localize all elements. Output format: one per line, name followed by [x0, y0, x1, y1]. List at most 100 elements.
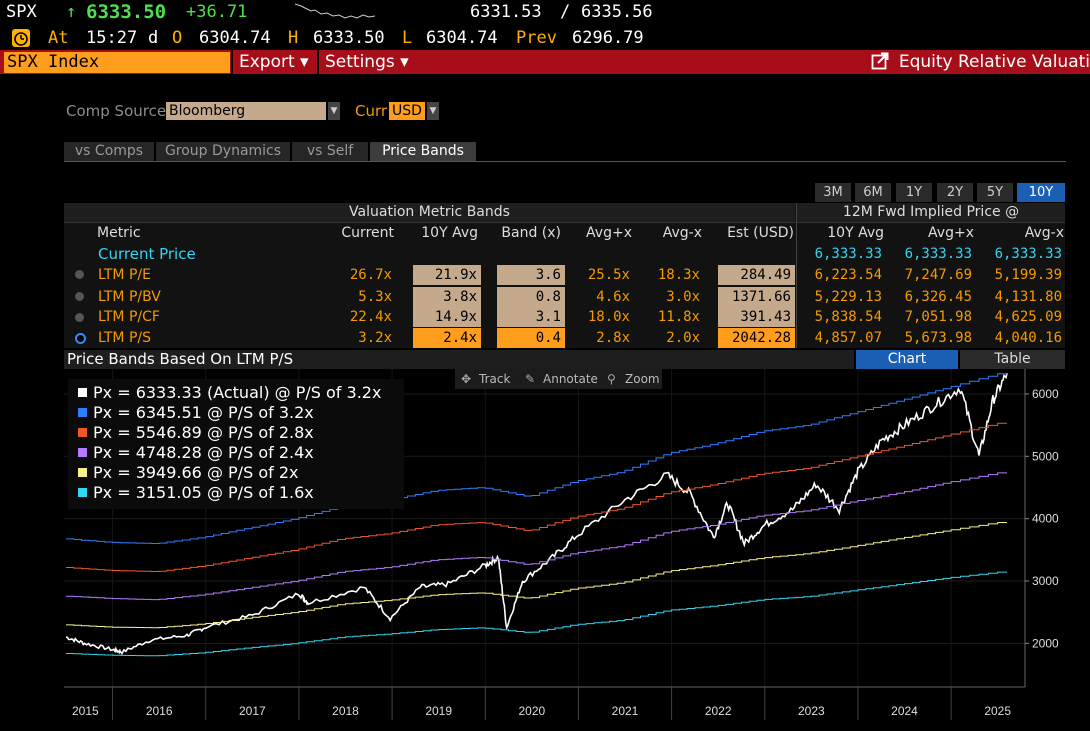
band-input[interactable]: 0.4	[497, 328, 565, 348]
metric-label[interactable]: LTM P/BV	[98, 289, 161, 305]
symbol: SPX	[6, 2, 37, 22]
valuation-bands-header: Valuation Metric Bands	[64, 203, 795, 222]
chart-series	[65, 373, 1008, 657]
legend-item-2-8x[interactable]: Px = 5546.89 @ P/S of 2.8x	[78, 423, 314, 443]
legend-item-3-2x[interactable]: Px = 6345.51 @ P/S of 3.2x	[78, 403, 314, 423]
tab-vs-self[interactable]: vs Self	[292, 142, 368, 161]
tab-group-dynamics[interactable]: Group Dynamics	[156, 142, 290, 161]
track-button[interactable]: Track	[479, 372, 511, 386]
row-radio[interactable]	[75, 292, 84, 301]
chart-view-button[interactable]: Chart	[856, 350, 958, 369]
security-input[interactable]: SPX Index	[4, 52, 230, 73]
legend-item-actual[interactable]: Px = 6333.33 (Actual) @ P/S of 3.2x	[78, 383, 381, 403]
avg-input[interactable]: 2.4x	[413, 328, 481, 348]
pencil-icon[interactable]: ✎	[525, 372, 536, 386]
avg-plus-value: 25.5x	[587, 267, 630, 283]
current-value: 26.7x	[349, 267, 392, 283]
tab-price-bands[interactable]: Price Bands	[370, 142, 476, 161]
export-menu[interactable]: Export ▾	[231, 50, 317, 74]
y-tick-label: 5000	[1032, 449, 1059, 463]
bid-price: 6331.53	[470, 2, 542, 22]
row-radio[interactable]	[75, 313, 84, 322]
band-input[interactable]: 0.8	[497, 287, 565, 307]
prev-value: 6296.79	[572, 28, 644, 48]
metric-label[interactable]: LTM P/E	[98, 267, 151, 283]
legend-text: Px = 4748.28 @ P/S of 2.4x	[93, 443, 314, 462]
prev-label: Prev	[516, 28, 557, 48]
magnifier-icon[interactable]: ⚲	[607, 372, 616, 386]
x-tick-label: 2025	[984, 704, 1011, 718]
x-axis-ticks: 2015 2016 2017 2018 2019 2020 2021 2022 2023 2024…	[72, 687, 1011, 720]
legend-swatch	[78, 387, 87, 397]
avg-input[interactable]: 14.9x	[413, 307, 481, 327]
chart-legend: Px = 6333.33 (Actual) @ P/S of 3.2x Px =…	[68, 379, 404, 509]
avg-minus-value: 2.0x	[666, 330, 700, 346]
annotate-button[interactable]: Annotate	[543, 372, 598, 386]
legend-item-2x[interactable]: Px = 3949.66 @ P/S of 2x	[78, 463, 298, 483]
series-line-2x	[66, 522, 1007, 629]
legend-swatch	[78, 447, 87, 457]
current-price-label: Current Price	[98, 245, 196, 263]
y-tick-label: 2000	[1032, 636, 1059, 650]
currency-dropdown[interactable]: USD	[389, 102, 425, 120]
legend-item-1-6x[interactable]: Px = 3151.05 @ P/S of 1.6x	[78, 483, 314, 503]
x-tick-label: 2019	[425, 704, 452, 718]
quote-details: At 15:27 d O 6304.74 H 6333.50 L 6304.74…	[0, 28, 1090, 50]
period-2y[interactable]: 2Y	[937, 183, 973, 202]
avg-minus-value: 18.3x	[657, 267, 700, 283]
period-6m[interactable]: 6M	[855, 183, 891, 202]
implied-plus: 6,326.45	[904, 289, 972, 305]
legend-item-2-4x[interactable]: Px = 4748.28 @ P/S of 2.4x	[78, 443, 314, 463]
implied-plus: 7,247.69	[904, 267, 972, 283]
legend-text: Px = 5546.89 @ P/S of 2.8x	[93, 423, 314, 442]
price-bands-chart[interactable]: 2015 2016 2017 2018 2019 2020 2021 2022 2023 2024…	[64, 369, 1065, 724]
up-arrow-icon: ↑	[66, 2, 77, 22]
period-3m[interactable]: 3M	[815, 183, 851, 202]
popout-icon[interactable]	[871, 52, 889, 70]
open-value: 6304.74	[199, 28, 271, 48]
current-price-minus: 6,333.33	[994, 246, 1062, 262]
implied-plus: 5,673.98	[904, 330, 972, 346]
col-metric: Metric	[97, 225, 141, 241]
band-input[interactable]: 3.1	[497, 307, 565, 327]
implied-avg: 5,229.13	[814, 289, 882, 305]
legend-swatch	[78, 407, 87, 417]
low-label: L	[402, 28, 413, 48]
tab-vs-comps[interactable]: vs Comps	[64, 142, 154, 161]
est-input[interactable]: 391.43	[718, 307, 795, 327]
est-input[interactable]: 1371.66	[718, 287, 795, 307]
series-line-2-4x	[66, 472, 1007, 601]
row-radio-selected[interactable]	[75, 333, 86, 344]
period-1y[interactable]: 1Y	[896, 183, 932, 202]
metric-label[interactable]: LTM P/CF	[98, 309, 160, 325]
est-input[interactable]: 2042.28	[718, 328, 795, 348]
implied-price-header: 12M Fwd Implied Price @	[797, 203, 1065, 222]
y-tick-label: 3000	[1032, 574, 1059, 588]
table-view-button[interactable]: Table	[960, 350, 1065, 369]
avg-input[interactable]: 21.9x	[413, 265, 481, 285]
col-10y-avg: 10Y Avg	[421, 225, 478, 241]
period-5y[interactable]: 5Y	[977, 183, 1013, 202]
high-value: 6333.50	[313, 28, 385, 48]
current-value: 22.4x	[349, 309, 392, 325]
x-tick-label: 2018	[332, 704, 359, 718]
crosshair-icon[interactable]: ✥	[461, 372, 472, 386]
band-input[interactable]: 3.6	[497, 265, 565, 285]
legend-text: Px = 6345.51 @ P/S of 3.2x	[93, 403, 314, 422]
chart-title: Price Bands Based On LTM P/S	[64, 350, 854, 369]
quote-time: 15:27	[86, 28, 138, 48]
settings-menu[interactable]: Settings ▾	[317, 50, 417, 74]
avg-input[interactable]: 3.8x	[413, 287, 481, 307]
x-tick-label: 2015	[72, 704, 99, 718]
row-radio[interactable]	[75, 270, 84, 279]
zoom-button[interactable]: Zoom	[625, 372, 660, 386]
clock-icon	[12, 29, 30, 47]
comp-source-dropdown[interactable]: Bloomberg	[166, 102, 326, 120]
metric-label[interactable]: LTM P/S	[98, 330, 151, 346]
quote-header: SPX ↑ 6333.50 +36.71 6331.53 / 6335.56	[0, 1, 1090, 26]
chevron-down-icon[interactable]: ▼	[328, 102, 340, 120]
x-tick-label: 2016	[146, 704, 173, 718]
chevron-down-icon[interactable]: ▼	[427, 102, 439, 120]
est-input[interactable]: 284.49	[718, 265, 795, 285]
period-10y[interactable]: 10Y	[1017, 183, 1065, 202]
